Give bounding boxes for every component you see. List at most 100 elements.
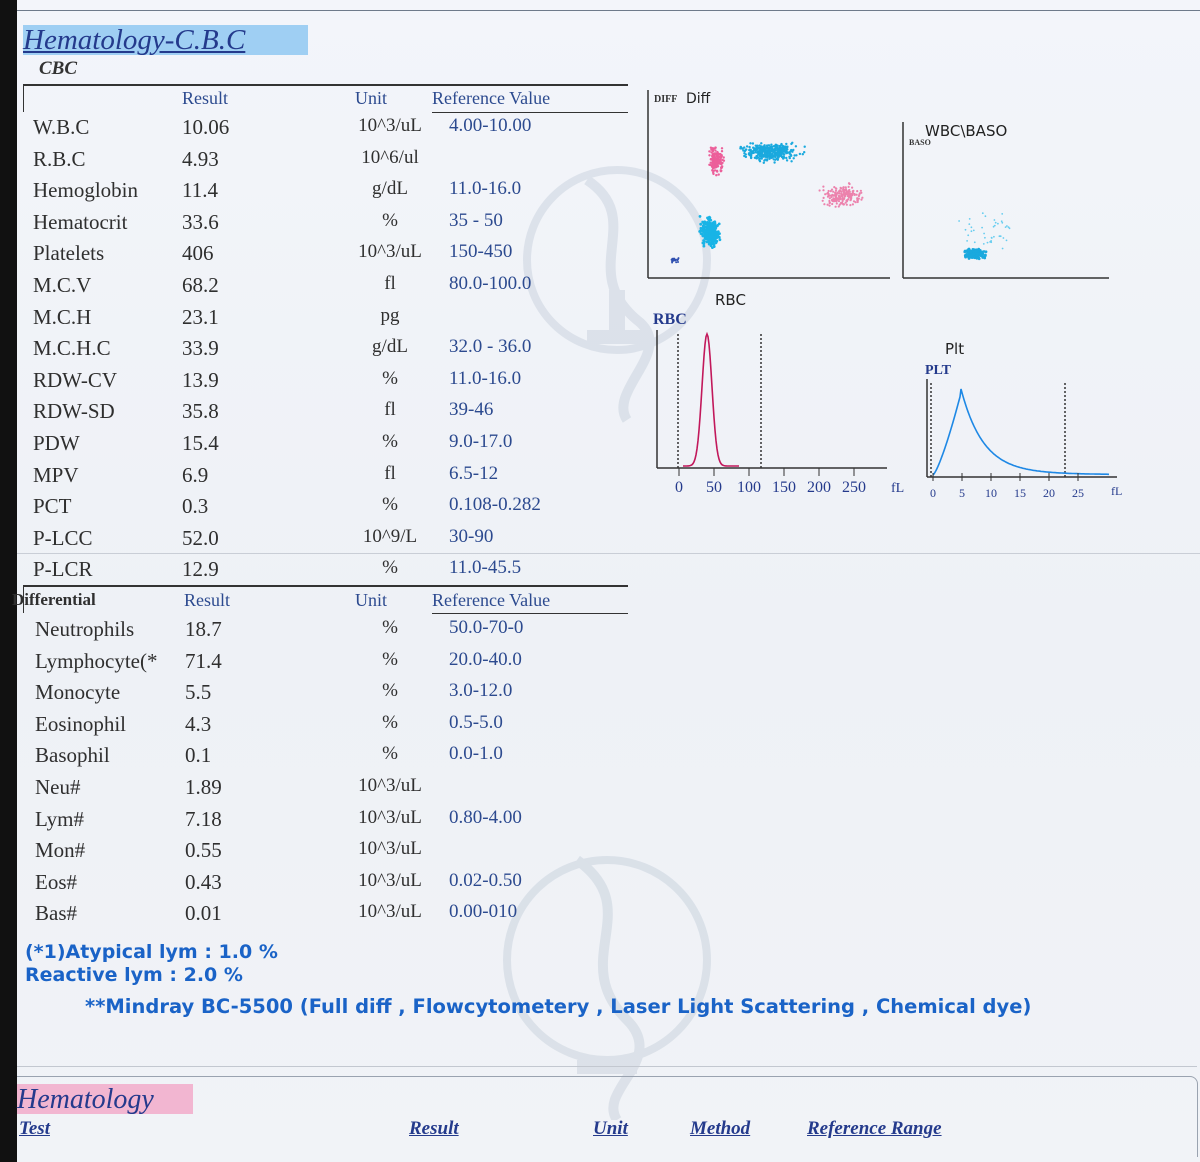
test-name: RDW-CV (33, 367, 117, 392)
scatter-point (699, 232, 703, 236)
scatter-point (711, 147, 714, 150)
scatter-point (993, 235, 995, 238)
scatter-point (699, 222, 703, 226)
test-reference: 4.00-10.00 (449, 115, 532, 136)
test-name: RDW-SD (33, 399, 115, 424)
scatter-point (764, 158, 767, 161)
scatter-point (972, 252, 976, 256)
scatter-point (722, 156, 725, 159)
test-unit: g/dL (372, 178, 408, 200)
scatter-point (701, 241, 705, 245)
test-result: 0.55 (185, 838, 222, 863)
scatter-point (965, 249, 969, 253)
scatter-point (763, 150, 766, 154)
test-name: Eos# (35, 869, 77, 894)
scatter-point (994, 221, 997, 224)
scatter-point (990, 241, 993, 244)
differential-label: Differential (12, 590, 96, 609)
test-reference: 9.0-17.0 (449, 431, 513, 452)
bottom-col-reference-range: Reference Range (807, 1118, 942, 1139)
test-unit: 10^3/uL (358, 241, 422, 263)
scatter-point (758, 160, 762, 163)
test-reference: 0.80-4.00 (449, 806, 522, 828)
scatter-point (831, 199, 834, 202)
table-row: Mon# 0.55 10^3/uL (17, 838, 637, 869)
scatter-point (966, 240, 968, 242)
scatter-point (722, 159, 726, 162)
test-reference: 6.5-12 (449, 462, 499, 484)
scatter-point (707, 226, 711, 230)
scatter-point (774, 158, 777, 161)
scatter-point (709, 218, 713, 222)
scatter-point (839, 186, 842, 189)
test-unit: % (382, 494, 398, 516)
scatter-point (844, 186, 847, 189)
plt-tag: PLT (925, 363, 952, 378)
scatter-point (780, 150, 783, 153)
test-result: 5.5 (185, 680, 212, 705)
scatter-point (790, 142, 793, 146)
scatter-point (753, 156, 757, 159)
scatter-point (749, 155, 753, 158)
test-unit: % (382, 711, 398, 733)
scatter-point (705, 240, 709, 244)
scatter-point (743, 149, 747, 153)
scatter-point (714, 153, 717, 156)
scatter-point (972, 229, 975, 232)
test-reference: 0.00-010 (449, 901, 518, 923)
scatter-point (760, 157, 763, 160)
scatter-point (756, 144, 759, 147)
scatter-point (856, 199, 859, 202)
test-reference: 0.108-0.282 (449, 494, 541, 516)
scatter-point (958, 220, 960, 222)
scatter-point (702, 239, 705, 242)
rbc-histogram: RBC RBC 0 50 100 150 200 250 fL (653, 291, 904, 496)
scatter-point (758, 157, 761, 160)
test-unit: 10^3/uL (358, 901, 422, 923)
test-unit: % (382, 680, 398, 702)
scatter-point (823, 203, 826, 206)
axis-tick-label: 0 (675, 479, 683, 496)
scatter-point (760, 142, 763, 145)
scatter-point (708, 154, 711, 157)
table-left-rule (23, 84, 24, 112)
scatter-point (710, 148, 713, 151)
scatter-point (702, 221, 705, 225)
scatter-point (706, 230, 710, 233)
scatter-point (828, 201, 831, 204)
baso-tag: BASO (909, 138, 931, 147)
test-unit: % (382, 617, 398, 638)
table-row: Neu# 1.89 10^3/uL (17, 775, 637, 806)
diff-scatter-points (670, 141, 864, 264)
scatter-point (714, 161, 717, 164)
scatter-point (769, 145, 772, 149)
scatter-point (794, 145, 798, 148)
plt-curve (932, 388, 1109, 476)
scatter-point (984, 253, 987, 257)
scatter-point (844, 195, 847, 198)
scatter-point (968, 223, 971, 225)
test-name: Neutrophils (35, 617, 135, 641)
scatter-point (767, 155, 770, 158)
scatter-point (711, 156, 714, 160)
scatter-point (841, 198, 844, 201)
bottom-frame (17, 1076, 1198, 1157)
scatter-point (857, 194, 860, 198)
scatter-point (714, 149, 717, 152)
scatter-point (755, 146, 758, 149)
table-row: Lymphocyte(* 71.4% 20.0-40.0 (17, 649, 637, 680)
test-unit: pg (380, 304, 400, 326)
scatter-point (711, 149, 715, 153)
scatter-point (978, 252, 982, 256)
scatter-point (760, 147, 763, 150)
scatter-point (709, 230, 712, 234)
scatter-point (837, 194, 841, 197)
scatter-point (984, 215, 987, 218)
instrument-note: **Mindray BC-5500 (Full diff , Flowcytom… (85, 995, 1032, 1018)
scatter-point (824, 193, 827, 196)
scatter-point (705, 232, 709, 235)
scatter-point (770, 143, 773, 146)
scatter-point (774, 147, 777, 151)
scatter-point (791, 150, 794, 153)
paper-fold-line (17, 553, 1200, 554)
